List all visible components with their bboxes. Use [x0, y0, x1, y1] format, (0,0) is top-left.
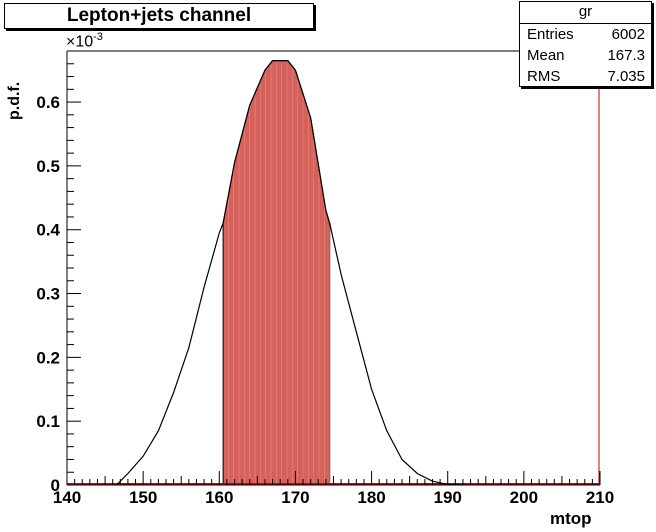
y-tick-label: 0 — [51, 476, 60, 495]
x-tick-label: 210 — [586, 488, 614, 507]
x-axis-label: mtop — [550, 509, 592, 528]
y-tick-label: 0.1 — [36, 412, 60, 431]
stats-box: gr Entries 6002 Mean 167.3 RMS 7.035 — [519, 1, 652, 87]
stats-row-rms: RMS 7.035 — [520, 66, 651, 87]
y-tick-label: 0.4 — [36, 221, 60, 240]
axis-multiplier: ×10-3 — [66, 31, 103, 51]
stats-row-entries: Entries 6002 — [520, 24, 651, 45]
stats-value: 167.3 — [607, 47, 645, 64]
x-tick-label: 160 — [205, 488, 233, 507]
stats-row-mean: Mean 167.3 — [520, 45, 651, 66]
x-tick-label: 140 — [53, 488, 81, 507]
y-tick-label: 0.3 — [36, 285, 60, 304]
x-tick-label: 190 — [434, 488, 462, 507]
y-tick-label: 0.6 — [36, 93, 60, 112]
pdf-curve — [116, 60, 463, 486]
stats-value: 7.035 — [607, 68, 645, 85]
x-tick-label: 150 — [129, 488, 157, 507]
stats-label: RMS — [527, 68, 561, 85]
chart-title: Lepton+jets channel — [4, 3, 314, 29]
stats-label: Entries — [527, 26, 574, 43]
x-tick-label: 200 — [510, 488, 538, 507]
x-tick-label: 170 — [281, 488, 309, 507]
y-axis-label: p.d.f. — [6, 81, 23, 120]
stats-value: 6002 — [611, 26, 645, 43]
stats-name: gr — [520, 2, 651, 24]
y-tick-label: 0.5 — [36, 157, 60, 176]
stats-label: Mean — [527, 47, 565, 64]
x-tick-label: 180 — [357, 488, 385, 507]
y-tick-label: 0.2 — [36, 348, 60, 367]
